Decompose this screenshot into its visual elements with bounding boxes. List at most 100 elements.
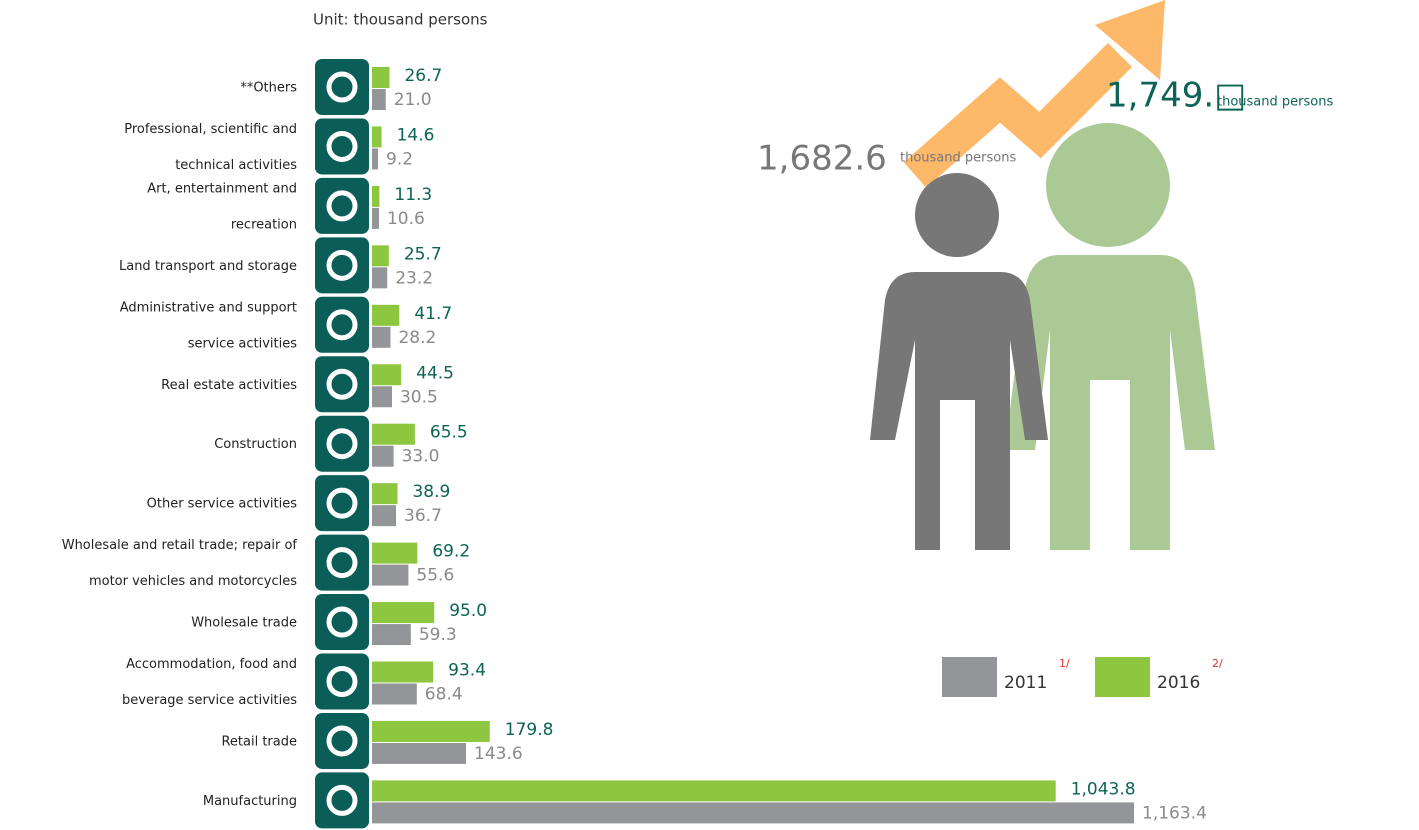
category-label: Land transport and storage	[119, 259, 297, 274]
bar	[372, 720, 490, 742]
value-label: 33.0	[402, 447, 440, 467]
person-2011-head	[915, 173, 999, 257]
bar	[372, 445, 394, 467]
category-label: Construction	[214, 437, 297, 452]
value-label: 10.6	[387, 209, 425, 229]
value-label: 9.2	[386, 149, 413, 169]
category-icon	[315, 237, 369, 294]
value-label: 28.2	[398, 328, 436, 348]
value-label: 23.2	[395, 268, 433, 288]
bar	[372, 89, 386, 110]
icon-glyph	[326, 784, 358, 816]
bar	[372, 542, 418, 564]
category-icon	[315, 475, 369, 532]
value-label: 69.2	[432, 542, 470, 562]
icon-glyph	[326, 249, 358, 281]
illustration	[870, 0, 1215, 550]
value-label: 59.3	[419, 625, 457, 645]
bar	[372, 505, 397, 527]
category-label: recreation	[231, 217, 297, 232]
value-label: 38.9	[412, 482, 450, 502]
bar	[372, 185, 380, 207]
person-2016-head	[1046, 123, 1170, 247]
legend-note: 2/	[1212, 657, 1223, 670]
category-icon	[315, 296, 369, 353]
bar	[372, 423, 415, 445]
person-2016-body	[1005, 255, 1215, 550]
icon-glyph	[326, 190, 358, 222]
value-label: 44.5	[416, 363, 454, 383]
value-label: 36.7	[404, 506, 442, 526]
total-2011-unit: thousand persons	[900, 151, 1016, 166]
total-2011: 1,682.6	[757, 139, 887, 179]
category-icon	[315, 772, 369, 829]
category-label: Wholesale and retail trade; repair of	[62, 538, 298, 553]
icon-glyph	[326, 130, 358, 162]
total-2016-unit: thousand persons	[1217, 95, 1333, 110]
value-label: 93.4	[448, 661, 486, 681]
bar	[372, 326, 391, 348]
category-icon	[315, 712, 369, 769]
bar	[372, 683, 417, 705]
category-label: Art, entertainment and	[147, 181, 297, 196]
value-label: 41.7	[414, 304, 452, 324]
subtitle: Unit: thousand persons	[313, 11, 488, 29]
value-label: 179.8	[505, 720, 554, 740]
category-label: beverage service activities	[122, 693, 297, 708]
value-label: 95.0	[449, 601, 487, 621]
legend-label: 2011	[1004, 673, 1047, 693]
icon-glyph	[326, 606, 358, 638]
category-label: **Others	[240, 81, 297, 96]
value-label: 26.7	[404, 66, 442, 86]
value-label: 11.3	[394, 185, 432, 205]
person-2011-body	[870, 272, 1048, 550]
category-label: Accommodation, food and	[126, 657, 297, 672]
legend-label: 2016	[1157, 673, 1200, 693]
bar	[372, 148, 379, 170]
category-label: Real estate activities	[161, 378, 297, 393]
icon-glyph	[326, 487, 358, 519]
bar	[372, 780, 1056, 802]
category-label: Wholesale trade	[191, 616, 297, 631]
bar	[372, 126, 382, 148]
bar	[372, 364, 402, 386]
category-icon	[315, 415, 369, 472]
value-label: 1,043.8	[1071, 779, 1136, 799]
category-icon	[315, 177, 369, 234]
legend-note: 1/	[1059, 657, 1070, 670]
bar	[372, 245, 389, 267]
value-label: 68.4	[425, 685, 463, 705]
icon-glyph	[326, 368, 358, 400]
category-label: Manufacturing	[203, 794, 297, 809]
bar	[372, 564, 409, 586]
category-label: Retail trade	[221, 734, 297, 749]
value-label: 25.7	[404, 244, 442, 264]
icon-glyph	[326, 725, 358, 757]
bar	[372, 602, 435, 624]
category-icon	[315, 594, 369, 651]
value-label: 21.0	[394, 90, 432, 110]
bar	[372, 742, 467, 764]
category-icon	[315, 534, 369, 591]
bar	[372, 67, 390, 88]
bar	[372, 624, 411, 646]
category-label: motor vehicles and motorcycles	[89, 574, 297, 589]
category-label: technical activities	[175, 158, 297, 173]
category-label: service activities	[188, 336, 298, 351]
icon-glyph	[326, 309, 358, 341]
value-label: 55.6	[416, 566, 454, 586]
value-label: 30.5	[400, 387, 438, 407]
bar	[372, 386, 392, 408]
bar	[372, 661, 434, 683]
category-label: Other service activities	[147, 497, 298, 512]
bar	[372, 802, 1135, 824]
value-label: 1,163.4	[1142, 803, 1207, 823]
value-label: 14.6	[397, 125, 435, 145]
bar	[372, 304, 400, 326]
icon-glyph	[326, 666, 358, 697]
icon-glyph	[326, 547, 358, 579]
category-label: Administrative and support	[120, 300, 297, 315]
icon-glyph	[326, 428, 358, 460]
category-label: Professional, scientific and	[124, 122, 297, 137]
